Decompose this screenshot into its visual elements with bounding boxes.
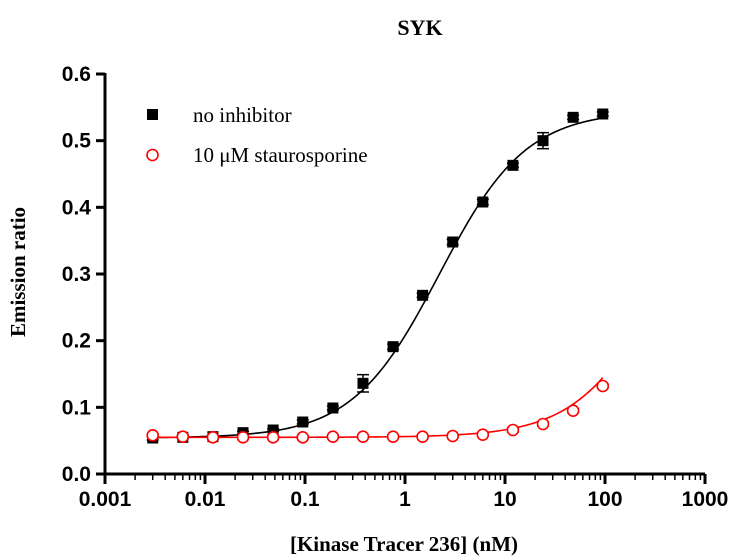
y-tick-label: 0.0	[62, 463, 91, 486]
y-tick-label: 0.1	[62, 396, 92, 419]
y-tick-label: 0.2	[62, 330, 91, 353]
series-1-point	[386, 430, 400, 443]
series-1-point	[506, 423, 520, 437]
series-0-point	[357, 377, 369, 389]
chart-title: SYK	[397, 15, 442, 40]
series-1-point	[596, 379, 610, 393]
series-1-point	[566, 404, 580, 417]
series-1-point	[326, 430, 340, 443]
x-axis-label: [Kinase Tracer 236] (nM)	[290, 532, 518, 556]
series-0-point	[297, 416, 309, 428]
series-1-fit-curve	[152, 377, 604, 439]
x-tick-label: 1000	[682, 488, 729, 511]
y-tick-label: 0.5	[62, 130, 92, 153]
x-tick-label: 0.1	[290, 488, 320, 511]
series-0-point	[477, 196, 489, 208]
x-tick-label: 100	[587, 488, 622, 511]
x-tick-label: 0.01	[185, 488, 226, 511]
series-1-point	[236, 431, 250, 444]
series-0-point	[567, 111, 579, 123]
series-0-fit-curve	[152, 117, 603, 439]
series-1-point	[536, 417, 550, 431]
legend-marker-0	[147, 109, 158, 120]
x-tick-label: 1	[399, 488, 411, 511]
y-tick-label: 0.4	[62, 196, 92, 219]
legend-label-0: no inhibitor	[193, 103, 292, 127]
series-1-point	[476, 428, 490, 441]
x-tick-label: 10	[493, 488, 516, 511]
series-0-point	[267, 424, 279, 436]
series-1-point	[176, 430, 190, 443]
series-0-point	[387, 341, 399, 353]
series-0-point	[417, 289, 429, 301]
x-tick-label: 0.001	[79, 488, 132, 511]
series-0-point	[447, 236, 459, 248]
legend-marker-1	[146, 148, 159, 162]
y-tick-label: 0.3	[62, 263, 91, 286]
series-0-point	[537, 135, 549, 147]
series-1-point	[296, 431, 310, 444]
series-1-point	[356, 430, 370, 443]
plot-area: 0.0 0.1 0.2 0.3 0.4 0.5 0.6 0.001 0.01 0.1 1 10 100 1…	[62, 63, 729, 511]
series-1-point	[446, 429, 460, 443]
y-tick-label: 0.6	[62, 63, 91, 86]
series-1-point	[206, 431, 220, 444]
legend: no inhibitor 10 μM staurosporine	[146, 103, 368, 167]
series-1-point	[416, 430, 429, 443]
series-1-point	[146, 429, 160, 442]
legend-label-1: 10 μM staurosporine	[193, 143, 368, 167]
series-0-point	[327, 402, 339, 414]
series-0-point	[597, 108, 609, 120]
y-axis-label: Emission ratio	[6, 207, 30, 337]
series-1-point	[266, 431, 280, 444]
series-0-point	[507, 159, 519, 171]
